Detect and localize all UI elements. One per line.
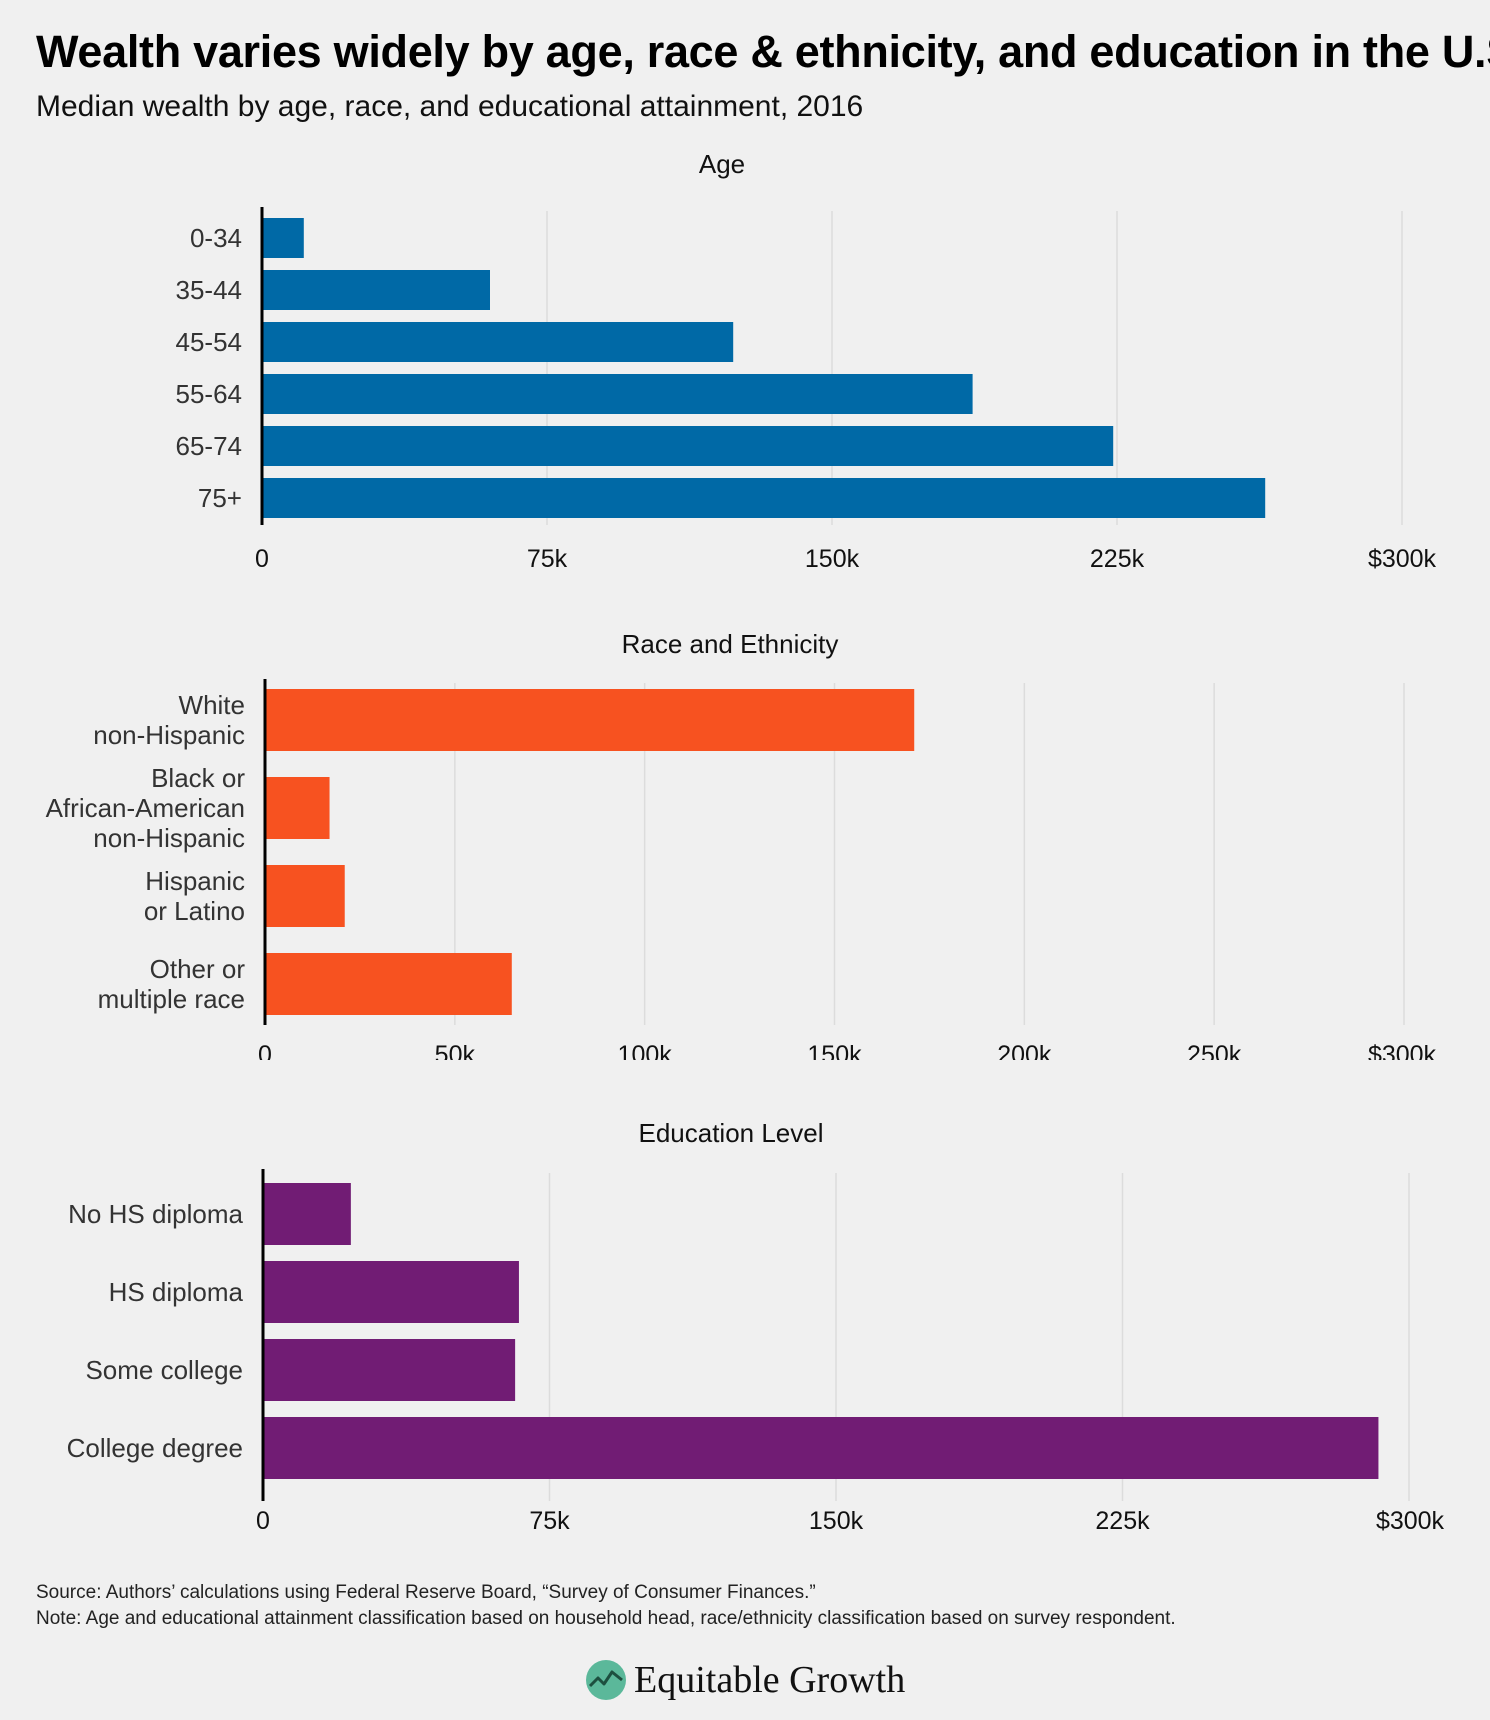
chart-0-category-label: 45-54 — [176, 327, 243, 357]
chart-1-bar — [265, 953, 512, 1015]
chart-1-tick-label: 0 — [258, 1041, 272, 1060]
growth-chart-leaf-icon — [586, 1660, 626, 1700]
brand-logo: Equitable Growth — [584, 1658, 905, 1702]
chart-2-tick-label: 150k — [809, 1507, 864, 1535]
chart-2-bar — [263, 1261, 519, 1323]
chart-1-bar — [265, 689, 915, 751]
chart-2-category-label: HS diploma — [109, 1277, 244, 1307]
chart-0-bar — [262, 270, 490, 310]
chart-2-category-label: Some college — [85, 1355, 243, 1385]
chart-1-tick-label: 100k — [618, 1041, 673, 1060]
chart-1-category-label: Black or African-American non-Hispanic — [46, 763, 246, 853]
chart-2-tick-label: 0 — [256, 1507, 270, 1535]
page-subtitle: Median wealth by age, race, and educatio… — [36, 90, 864, 123]
chart-1-tick-label: 50k — [435, 1041, 476, 1060]
chart-2-bar — [263, 1417, 1379, 1479]
chart-0-category-label: 65-74 — [176, 431, 243, 461]
chart-0-bar — [262, 322, 734, 362]
chart-1-bar — [265, 777, 330, 839]
chart-0-category-label: 0-34 — [190, 223, 242, 253]
chart-1-tick-label: $300k — [1368, 1041, 1437, 1060]
page-title: Wealth varies widely by age, race & ethn… — [36, 26, 1490, 77]
chart-0-category-label: 35-44 — [176, 275, 243, 305]
race-ethnicity-chart: Race and Ethnicity 0 50k 100k 150k 200k 250k $3… — [46, 629, 1437, 1060]
chart-0-bar — [262, 478, 1266, 518]
footer: Source: Authors’ calculations using Fede… — [36, 1580, 1176, 1632]
chart-2-title: Education Level — [638, 1118, 823, 1148]
chart-1-category-label: Hispanic or Latino — [144, 866, 245, 926]
chart-1-tick-label: 200k — [997, 1041, 1052, 1060]
chart-1-tick-label: 150k — [807, 1041, 862, 1060]
chart-0-tick-label: 0 — [255, 545, 269, 573]
method-note: Note: Age and educational attainment cla… — [36, 1608, 1176, 1629]
education-chart: Education Level 0 75k 150k 225k $300k No HS di… — [67, 1118, 1445, 1535]
chart-0-tick-label: 225k — [1090, 545, 1145, 573]
chart-2-category-label: No HS diploma — [68, 1199, 243, 1229]
chart-0-tick-label: 75k — [527, 545, 568, 573]
chart-2-tick-label: 225k — [1095, 1507, 1150, 1535]
chart-0-bar — [262, 426, 1114, 466]
chart-2-tick-label: 75k — [529, 1507, 570, 1535]
chart-0-bar — [262, 218, 304, 258]
chart-0-bar — [262, 374, 973, 414]
chart-0-title: Age — [699, 149, 745, 179]
chart-2-category-label: College degree — [67, 1433, 243, 1463]
chart-2-bar — [263, 1339, 516, 1401]
chart-1-category-label: Other or multiple race — [98, 954, 246, 1014]
chart-2-tick-label: $300k — [1376, 1507, 1445, 1535]
chart-0-category-label: 55-64 — [176, 379, 243, 409]
chart-1-title: Race and Ethnicity — [622, 629, 839, 659]
chart-1-tick-label: 250k — [1187, 1041, 1242, 1060]
chart-0-tick-label: 150k — [805, 545, 860, 573]
brand-name: Equitable Growth — [634, 1659, 906, 1701]
chart-0-tick-label: $300k — [1368, 545, 1437, 573]
age-chart: Age 0 75k 150k 225k $300k 0-34 35-44 45-54 55-64 6… — [176, 149, 1437, 573]
source-note: Source: Authors’ calculations using Fede… — [36, 1582, 816, 1603]
chart-0-category-label: 75+ — [198, 483, 242, 513]
chart-1-category-label: White non-Hispanic — [93, 690, 245, 750]
chart-2-bar — [263, 1183, 351, 1245]
chart-1-bar — [265, 865, 345, 927]
